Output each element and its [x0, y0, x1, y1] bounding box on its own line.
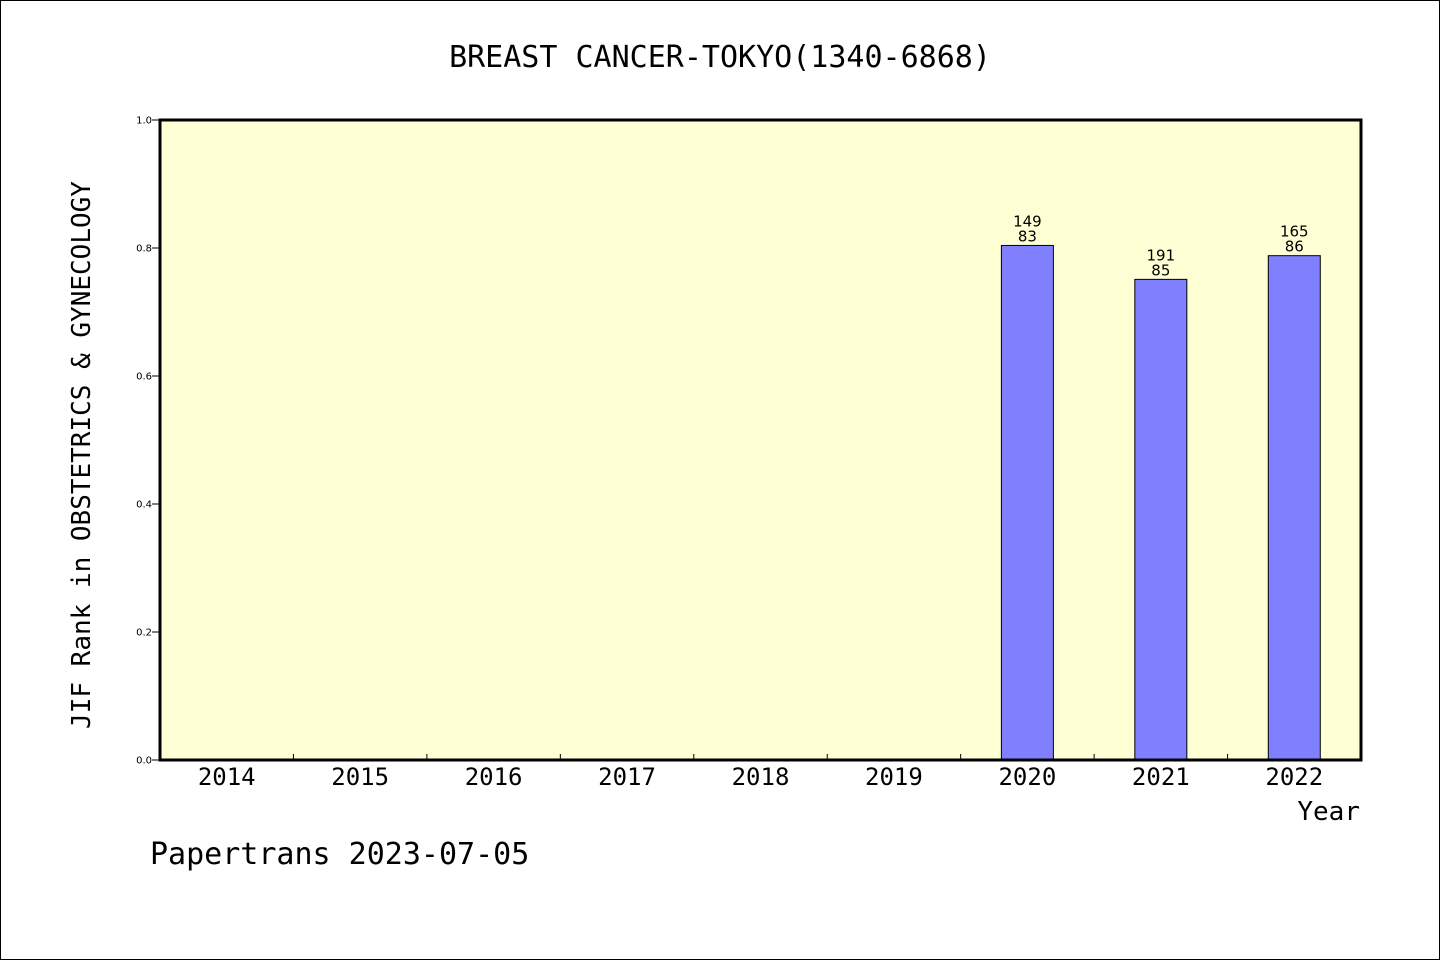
- bar-label-rank: 83: [1018, 227, 1037, 245]
- y-tick-label: 0.4: [136, 500, 152, 511]
- y-tick-label: 0.8: [136, 244, 152, 255]
- x-tick-label: 2014: [198, 763, 256, 791]
- x-tick-label: 2018: [732, 763, 790, 791]
- x-axis-label: Year: [1297, 797, 1360, 827]
- x-tick-label: 2020: [998, 763, 1056, 791]
- bar-label-total: 165: [1280, 223, 1309, 241]
- x-tick-label: 2019: [865, 763, 923, 791]
- x-tick-label: 2017: [598, 763, 656, 791]
- bar-label-rank: 85: [1151, 261, 1170, 279]
- x-tick-label: 2016: [465, 763, 523, 791]
- footer-text: Papertrans 2023-07-05: [150, 837, 529, 872]
- y-tick-label: 0.6: [136, 372, 152, 383]
- bar-2022: [1267, 255, 1321, 761]
- x-tick-label: 2015: [331, 763, 389, 791]
- x-axis-ticks: 2014 2015 2016 2017 2018 2019 2020 2021 2022: [198, 754, 1323, 791]
- plot-border: [158, 118, 1363, 762]
- y-axis-ticks: 0.0 0.2 0.4 0.6 0.8 1.0: [136, 116, 160, 767]
- y-tick-label: 1.0: [136, 116, 152, 127]
- x-tick-label: 2022: [1265, 763, 1323, 791]
- bar-2021: [1134, 278, 1188, 761]
- y-axis-label: JIF Rank in OBSTETRICS & GYNECOLOGY: [67, 181, 97, 729]
- bar-label-total: 149: [1013, 212, 1042, 230]
- y-tick-label: 0.0: [136, 756, 152, 767]
- chart-title: BREAST CANCER-TOKYO(1340-6868): [449, 40, 991, 75]
- bars-group: [1000, 244, 1321, 761]
- bar-label-rank: 86: [1285, 238, 1304, 256]
- y-tick-label: 0.2: [136, 628, 152, 639]
- bar-label-total: 191: [1147, 246, 1176, 264]
- bar-2020: [1000, 244, 1054, 761]
- x-tick-label: 2021: [1132, 763, 1190, 791]
